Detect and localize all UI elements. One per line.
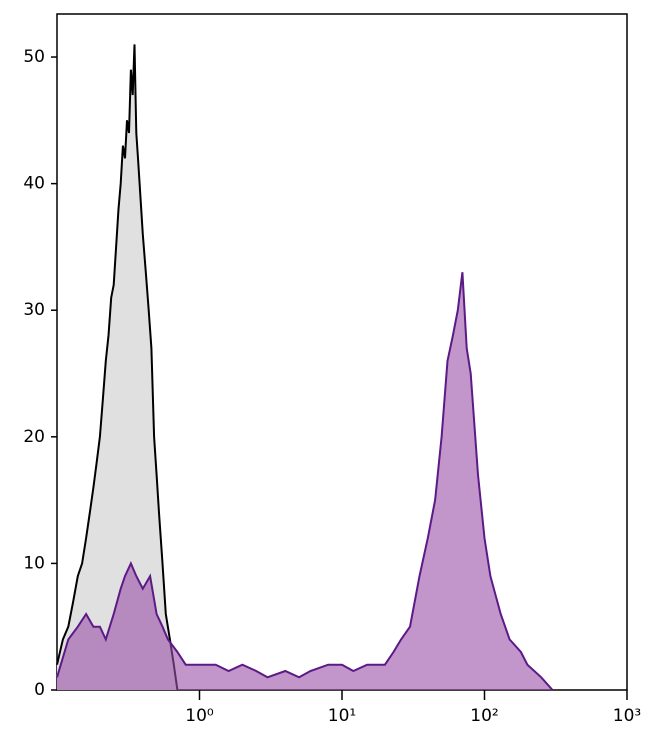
area-fill: [57, 272, 553, 690]
series-line: [56, 272, 554, 691]
y-tick-label: 40: [23, 174, 45, 194]
series-line: [56, 44, 179, 691]
x-tick-label: 10²: [470, 706, 498, 726]
x-tick-label: 10³: [613, 706, 641, 726]
y-tick-label: 20: [23, 427, 45, 447]
x-tick-label: 10⁰: [185, 706, 214, 726]
area-fill: [57, 44, 178, 690]
y-tick-label: 0: [34, 680, 45, 700]
x-tick-label: 10¹: [328, 706, 356, 726]
y-tick-label: 30: [23, 300, 45, 320]
y-tick-label: 50: [23, 47, 45, 67]
y-tick-label: 10: [23, 553, 45, 573]
